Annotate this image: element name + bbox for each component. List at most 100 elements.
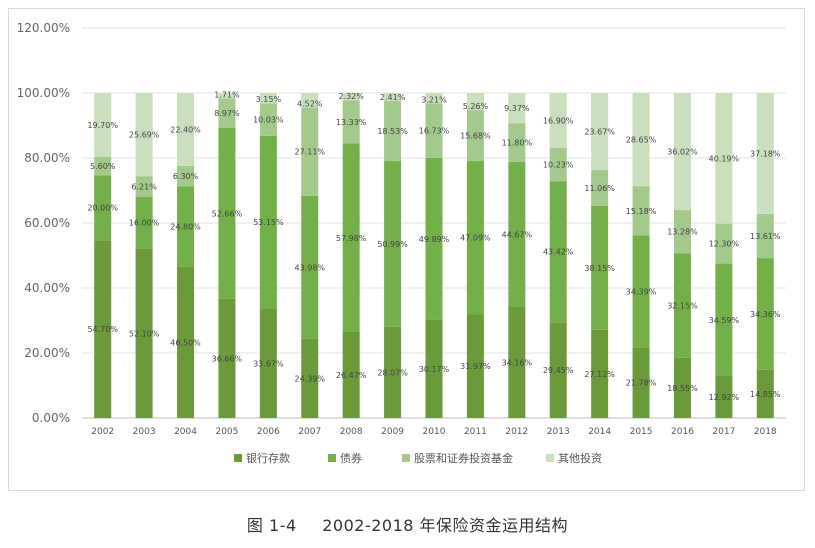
bar-segment (342, 100, 360, 144)
data-label: 8.97% (214, 109, 240, 118)
x-tick-label: 2017 (712, 427, 735, 437)
bar-segment (466, 161, 484, 315)
data-label: 49.89% (419, 235, 450, 244)
data-label: 44.67% (502, 230, 533, 239)
y-tick-label: 100.00% (17, 86, 70, 100)
data-label: 10.03% (253, 116, 284, 125)
data-label: 21.78% (626, 379, 657, 388)
data-label: 25.69% (129, 131, 160, 140)
bar-segment (715, 263, 733, 377)
bar-segment (301, 93, 319, 108)
bar-segment (301, 195, 319, 339)
data-label: 28.07% (377, 368, 408, 377)
data-label: 53.15% (253, 218, 284, 227)
bar-segment (756, 213, 774, 259)
bar-segment (632, 347, 650, 418)
data-label: 18.55% (667, 384, 698, 393)
data-label: 43.42% (543, 248, 574, 257)
data-label: 23.67% (584, 127, 615, 136)
bar-segment (384, 100, 402, 162)
data-label: 52.10% (129, 329, 160, 338)
bar-segment (549, 93, 567, 148)
data-label: 13.61% (750, 232, 781, 241)
figure-title: 2002-2018 年保险资金运用结构 (322, 516, 569, 535)
data-label: 5.60% (90, 162, 116, 171)
bar-segment (135, 176, 153, 197)
data-label: 16.73% (419, 127, 450, 136)
data-label: 24.80% (170, 223, 201, 232)
data-label: 26.47% (336, 371, 367, 380)
data-label: 4.52% (297, 100, 323, 109)
data-label: 1.71% (214, 91, 240, 100)
data-label: 3.21% (421, 95, 447, 104)
data-label: 15.18% (626, 207, 657, 216)
x-tick-label: 2006 (257, 427, 280, 437)
bar-segment (342, 331, 360, 418)
x-tick-label: 2018 (754, 427, 777, 437)
bar-segment (342, 143, 360, 332)
data-label: 43.98% (295, 263, 326, 272)
bar-segment (218, 93, 236, 99)
bar-segment (177, 93, 195, 166)
bar-segment (715, 376, 733, 418)
stacked-bar-chart: 0.00% 20.00% 40.00% 60.00% 80.00% 100.00% 120.… (17, 21, 786, 465)
bar-segment (715, 223, 733, 264)
bar-segment (135, 248, 153, 418)
data-label: 37.18% (750, 149, 781, 158)
data-label: 12.30% (709, 240, 740, 249)
data-label: 57.98% (336, 234, 367, 243)
bar-segment (425, 157, 443, 320)
x-tick-label: 2014 (588, 427, 611, 437)
bar-segment (342, 92, 360, 101)
data-label: 13.33% (336, 118, 367, 127)
bar-segment (549, 147, 567, 182)
data-label: 36.66% (212, 354, 243, 363)
legend-swatch (402, 454, 410, 462)
bar-segment (756, 93, 774, 214)
legend-label: 债券 (340, 451, 362, 465)
data-label: 11.80% (502, 139, 533, 148)
bar-segment (673, 357, 691, 418)
bar-segment (508, 161, 526, 307)
bar-segment (591, 329, 609, 418)
x-tick-label: 2012 (505, 427, 528, 437)
bar-segment (94, 93, 112, 158)
data-label: 31.97% (460, 362, 491, 371)
bar-segment (756, 369, 774, 418)
bar-segment (715, 93, 733, 224)
x-tick-label: 2005 (215, 427, 238, 437)
data-label: 34.16% (502, 358, 533, 367)
x-tick-label: 2010 (423, 427, 446, 437)
bar-segment (218, 298, 236, 418)
data-label: 46.50% (170, 338, 201, 347)
bar-segment (466, 93, 484, 111)
x-tick-label: 2007 (298, 427, 321, 437)
bar-segment (549, 322, 567, 418)
legend-label: 其他投资 (558, 451, 602, 465)
bar-segment (177, 165, 195, 187)
x-tick-label: 2013 (547, 427, 570, 437)
bar-segment (425, 319, 443, 418)
bar-segment (135, 196, 153, 249)
bar-segment (259, 308, 277, 418)
data-label: 20.00% (87, 204, 118, 213)
x-tick-label: 2002 (91, 427, 114, 437)
data-label: 12.92% (709, 393, 740, 402)
data-label: 33.67% (253, 359, 284, 368)
data-label: 27.11% (295, 148, 326, 157)
data-label: 28.65% (626, 136, 657, 145)
bar-segment (135, 93, 153, 177)
bar-segment (591, 205, 609, 330)
bar-segment (632, 93, 650, 187)
bar-segment (259, 103, 277, 136)
data-label: 15.68% (460, 132, 491, 141)
x-tick-label: 2016 (671, 427, 694, 437)
data-label: 22.40% (170, 125, 201, 134)
bar-segment (301, 338, 319, 418)
x-tick-label: 2015 (630, 427, 653, 437)
x-tick-label: 2003 (133, 427, 156, 437)
bar-segment (177, 266, 195, 418)
bar-segment (591, 169, 609, 206)
data-label: 40.19% (709, 154, 740, 163)
data-label: 16.90% (543, 116, 574, 125)
